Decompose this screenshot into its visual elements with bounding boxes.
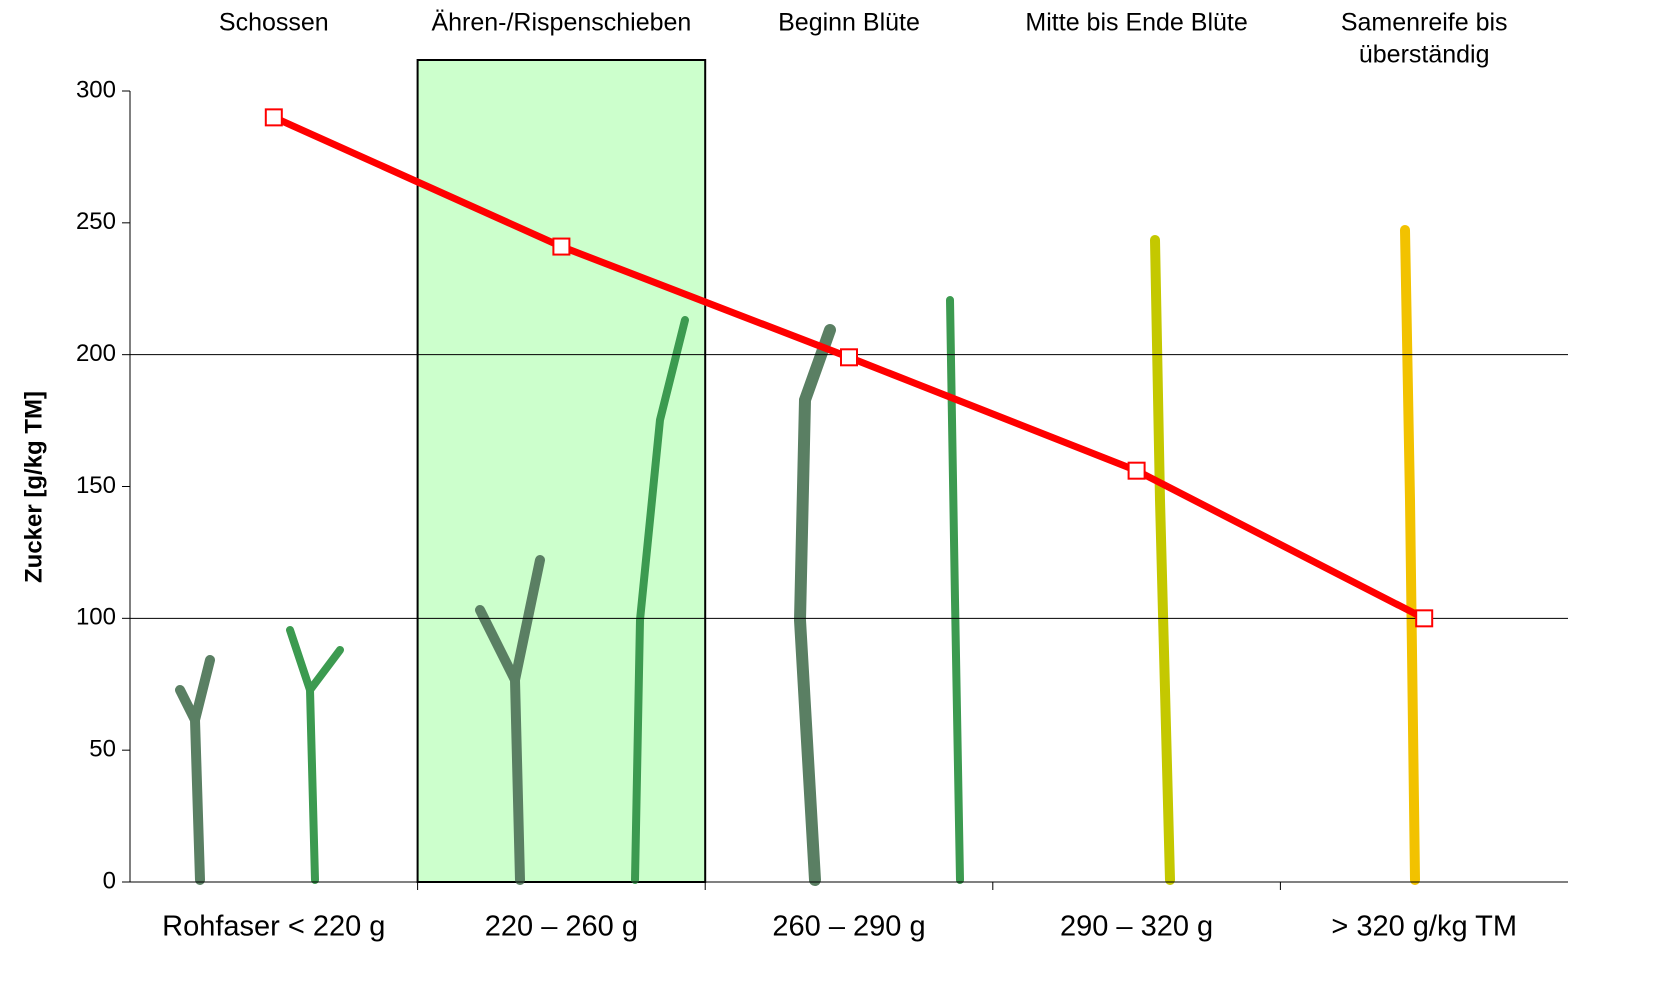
plant-illustrations [175,225,1420,886]
y-tick-label: 50 [89,736,116,763]
x-tick-label: 290 – 320 g [1060,911,1213,943]
marker [552,237,571,256]
stage-label: Mitte bis Ende Blüte [1025,9,1247,37]
x-tick-label: 220 – 260 g [485,911,638,943]
marker [840,348,858,367]
highlight-band [416,59,707,883]
stage-label: Ähren-/Rispenschieben [431,9,691,37]
stage-label: Beginn Blüte [778,9,920,37]
x-tick-label: Rohfaser < 220 g [162,911,385,943]
marker [1127,461,1146,480]
stage-label: überständig [1359,41,1490,69]
y-tick-label: 200 [76,340,116,367]
y-axis-title: Zucker [g/kg TM] [20,391,47,583]
marker [1415,609,1434,628]
x-tick-label: > 320 g/kg TM [1331,911,1517,943]
y-tick-label: 100 [76,604,116,631]
y-tick-label: 0 [103,867,116,894]
marker [264,108,283,127]
y-tick-label: 300 [76,76,116,103]
y-tick-label: 250 [76,208,116,235]
x-tick-label: 260 – 290 g [772,911,925,943]
stage-label: Schossen [219,9,329,37]
y-tick-label: 150 [76,472,116,499]
stage-label: Samenreife bis [1341,9,1508,37]
